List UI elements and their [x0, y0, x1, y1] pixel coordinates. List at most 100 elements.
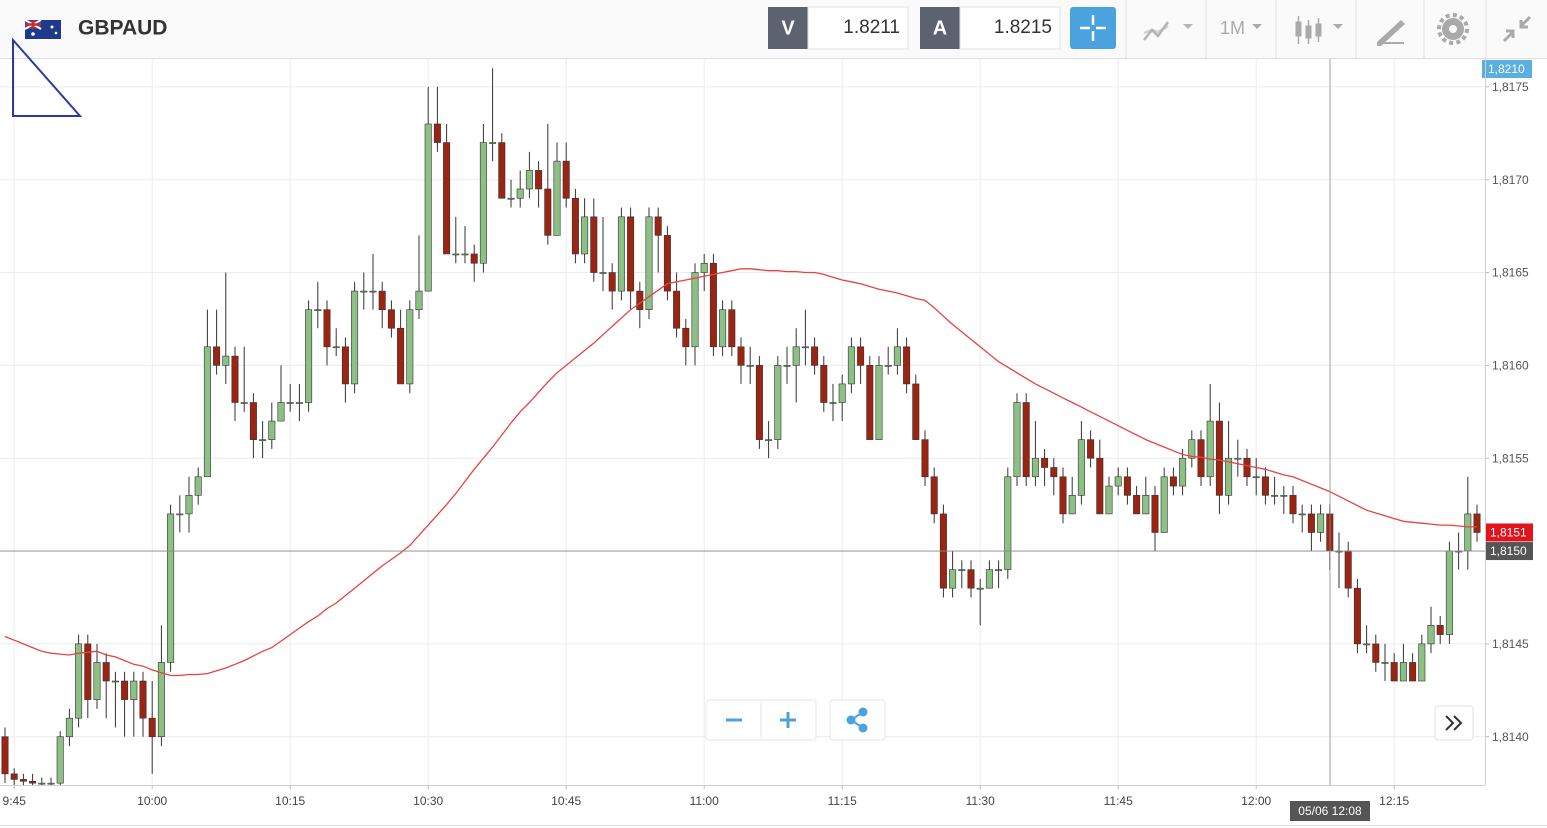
plot-area — [1, 68, 1481, 785]
y-tick-label: 1,8175 — [1492, 80, 1529, 94]
candle-body — [1307, 513, 1315, 533]
y-tick-label: 1,8145 — [1492, 637, 1529, 651]
candle-body — [479, 142, 487, 264]
candle-body — [314, 309, 322, 311]
candle-body — [75, 643, 83, 719]
candle-body — [1004, 476, 1012, 570]
candle-body — [1087, 439, 1095, 459]
candle-body — [783, 365, 791, 367]
candle-body — [194, 476, 202, 496]
timeframe-caret — [1252, 24, 1262, 29]
candle-body — [1215, 420, 1223, 496]
candle-body — [1261, 476, 1269, 496]
draw-button[interactable] — [1377, 20, 1405, 46]
bid-price: 1.8211 — [843, 17, 900, 38]
candle-body — [452, 253, 460, 256]
ask-button[interactable] — [920, 7, 960, 49]
timeframe[interactable]: 1M — [1220, 18, 1245, 38]
candle-body — [424, 123, 432, 292]
candle-body — [746, 365, 754, 367]
candle-body — [240, 402, 248, 404]
candle-body — [397, 327, 405, 385]
drawn-triangle — [12, 37, 83, 117]
collapse-button[interactable] — [1502, 15, 1532, 43]
candle-body — [351, 290, 359, 385]
candle-body — [1436, 625, 1444, 635]
candle-body — [599, 272, 607, 274]
candle-body — [111, 680, 119, 683]
bid-button[interactable] — [768, 7, 808, 49]
candle-body — [525, 170, 533, 190]
bid-box — [807, 6, 909, 50]
candle-body — [139, 680, 147, 719]
flag-icon — [24, 19, 61, 39]
candle-body — [663, 235, 671, 292]
candle-body — [295, 402, 303, 404]
candle-body — [1179, 457, 1187, 487]
candle-body — [1041, 457, 1049, 468]
settings-button[interactable] — [1437, 13, 1469, 45]
candle-body — [811, 346, 819, 366]
candle-body — [1243, 457, 1251, 478]
candle-body — [590, 216, 598, 273]
candle-body — [461, 253, 469, 256]
y-tick-label: 1,8165 — [1492, 266, 1529, 280]
candle-body — [360, 290, 368, 293]
candle-body — [443, 142, 451, 255]
candle-body — [1280, 495, 1288, 497]
candle-body — [976, 587, 984, 590]
x-tick-label: 12:15 — [1379, 794, 1409, 808]
candle-body — [1473, 513, 1481, 533]
candle-body — [1169, 476, 1177, 487]
crosshair-x-label: 05/06 12:08 — [1298, 804, 1362, 818]
candle-body — [102, 662, 110, 682]
candle-body — [38, 782, 46, 785]
candle-body — [765, 439, 773, 441]
share-box — [829, 699, 886, 741]
chart-type-button[interactable] — [1143, 21, 1193, 41]
candle-body — [10, 773, 18, 780]
candle-body — [1133, 495, 1141, 515]
candle-body — [249, 402, 257, 440]
candle-body — [774, 365, 782, 440]
candle-body — [985, 569, 993, 589]
x-tick-label: 12:00 — [1241, 794, 1271, 808]
candle-body — [1289, 495, 1297, 515]
candle-body — [857, 346, 865, 366]
candle-body — [792, 346, 800, 366]
candle-body — [801, 346, 809, 349]
share-button[interactable] — [846, 707, 868, 733]
moving-average-line — [4, 268, 1477, 677]
candle-body — [866, 365, 874, 440]
candle-body — [378, 290, 386, 310]
scroll-end-button[interactable] — [1434, 705, 1474, 741]
candle-body — [949, 569, 957, 589]
candle-body — [820, 365, 828, 403]
candle-body — [617, 216, 625, 292]
candle-body — [1252, 476, 1260, 479]
candle-body — [65, 717, 73, 738]
candle-body — [213, 346, 221, 366]
candle-body — [1013, 402, 1021, 478]
candle-body — [1105, 485, 1113, 515]
zoom-in[interactable] — [780, 712, 796, 728]
candle-body — [719, 309, 727, 348]
crosshair-y-box — [1486, 542, 1533, 561]
top-price-label: 1,8210 — [1488, 62, 1525, 76]
candle-body — [829, 402, 837, 404]
candle-type-button[interactable] — [1295, 16, 1343, 44]
candle-body — [1317, 513, 1325, 533]
candle-body — [1390, 662, 1398, 682]
candle-body — [700, 262, 708, 273]
candle-body — [268, 420, 276, 440]
candle-body — [562, 160, 570, 199]
candle-body — [47, 782, 55, 785]
candle-body — [1464, 513, 1472, 552]
candle-body — [1031, 457, 1039, 478]
candle-body — [1271, 495, 1279, 497]
crosshair-button[interactable] — [1070, 7, 1116, 49]
candle-body — [544, 188, 552, 236]
candle-body — [305, 309, 313, 403]
candle-body — [755, 365, 763, 440]
